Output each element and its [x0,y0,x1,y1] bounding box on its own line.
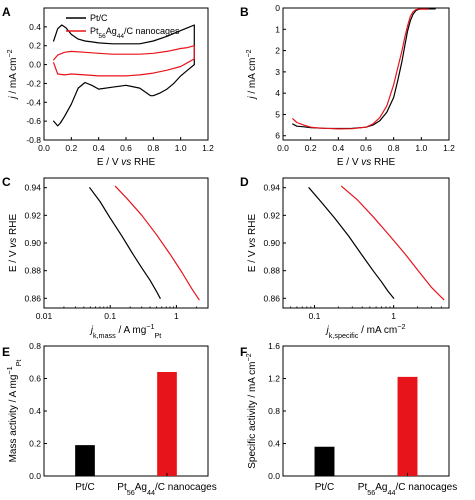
series-line-pt-c [89,187,161,299]
y-tick-label: 0.6 [29,374,41,384]
series-line-pt56ag44-c-nanocages [53,45,195,77]
x-tick-label: 0.8 [147,143,159,153]
y-axis-label: E / V vs RHE [247,214,258,273]
x-tick-label: 0.4 [332,143,344,153]
category-label: Pt56Ag44/C nanocages [117,482,216,497]
y-axis-label: Mass activity / A mg−1Pt [5,360,23,463]
x-tick-label: 1.0 [415,143,427,153]
y-tick-label: 5 [275,109,280,119]
x-tick-label: 0.4 [93,143,105,153]
y-tick-label: 0.4 [29,406,41,416]
category-label: Pt56Ag44/C nanocages [358,482,457,497]
y-tick-label: 0.2 [29,41,41,51]
y-tick-label: 0.88 [24,266,41,276]
series-line-pt-c [308,187,395,299]
legend-entry: Pt56Ag44/C nanocages [90,26,180,40]
y-tick-label: -0.4 [26,97,41,107]
x-tick-label: 0.6 [360,143,372,153]
x-tick-label: 0.2 [305,143,317,153]
panel-label: D [240,175,249,189]
panel-c: C 0.86 0.88 0.90 0.92 0.94 0.01 0.1 1 [2,175,209,321]
x-tick-label: 0.1 [309,311,321,321]
y-tick-label: 0.90 [263,238,280,248]
y-tick-label: -0.6 [26,116,41,126]
x-tick-label: 1.0 [175,143,187,153]
y-axis-label: j / mA cm−2 [5,49,20,100]
x-tick-label: 1 [391,311,396,321]
panel-label: C [2,175,11,189]
bar-pt-c [314,446,335,476]
legend-entry: Pt/C [90,13,108,23]
y-tick-label: 0.0 [29,471,41,481]
x-tick-label: 0.0 [277,143,289,153]
panel-b: B 0 1 2 3 4 5 6 0.0 0.2 0.4 0.6 0.8 1.0 1.2 [240,3,455,153]
y-tick-label: 0.4 [268,439,280,449]
plot-frame [282,7,450,141]
y-tick-label: 0.86 [263,293,280,303]
legend [66,17,86,32]
y-axis-label: E / V vs RHE [8,214,19,273]
panel-a: A -0.8 -0.6 -0.4 -0.2 0.0 0.2 0.4 0.0 0.2 0.4 0.6 0.… [2,5,214,153]
y-tick-label: 0.0 [268,471,280,481]
y-tick-label: 0.92 [263,210,280,220]
x-axis-label: E / V vs RHE [97,157,156,168]
x-tick-label: 0.01 [36,311,53,321]
panel-label: E [2,345,10,359]
series-line-pt-c [292,8,436,130]
y-tick-label: 0.4 [29,22,41,32]
x-tick-label: 0.8 [388,143,400,153]
panel-label: F [240,345,247,359]
y-tick-label: 0.92 [24,210,41,220]
bar-pt-c [75,445,95,476]
x-tick-label: 1 [174,311,179,321]
y-tick-label: 6 [275,131,280,141]
x-tick-label: 1.2 [202,143,214,153]
y-tick-label: 0.86 [24,293,41,303]
plot-frame [282,177,450,309]
y-tick-label: -0.8 [26,135,41,145]
x-tick-label: 0.2 [65,143,77,153]
y-tick-label: 1 [275,24,280,34]
bar-pt56ag44-c-nanocages [397,376,418,476]
y-tick-label: 0.94 [24,183,41,193]
x-tick-label: 0.6 [120,143,132,153]
series-line-pt56ag44-c-nanocages [292,8,429,130]
y-tick-label: 1.2 [268,374,280,384]
y-axis-label: Specific activity / mA cm−2 [244,353,259,468]
y-tick-label: 2 [275,46,280,56]
y-tick-label: 3 [275,67,280,77]
series-line-pt56ag44-c-nanocages [114,185,200,301]
y-tick-label: 0.90 [24,238,41,248]
panel-f: F 0.0 0.4 0.8 1.2 1.6 [240,341,450,481]
panel-d: D 0.86 0.88 0.90 0.92 0.94 0.1 1 [240,175,450,321]
panel-label: B [240,5,249,19]
y-tick-label: 0.0 [29,60,41,70]
y-tick-label: 4 [275,88,280,98]
series-line-pt56ag44-c-nanocages [341,185,445,301]
y-tick-label: 0.94 [263,183,280,193]
y-tick-label: 0.2 [29,439,41,449]
y-axis-label: j / mA cm−2 [244,49,259,100]
y-tick-label: -0.2 [26,78,41,88]
category-label: Pt/C [75,482,94,493]
y-tick-label: 0.8 [29,341,41,351]
x-tick-label: 0.1 [104,311,116,321]
x-axis-label: jk,specific / mA cm−2 [325,322,406,340]
panel-label: A [2,5,11,19]
y-tick-label: 0 [275,3,280,13]
y-tick-label: 1.6 [268,341,280,351]
y-tick-label: 0.8 [268,406,280,416]
x-tick-label: 1.2 [443,143,455,153]
series-line-pt-c [53,24,195,127]
category-label: Pt/C [315,482,334,493]
x-axis-label: E / V vs RHE [337,157,396,168]
panel-e: E 0.0 0.2 0.4 0.6 0.8 [2,341,209,481]
plot-frame [43,345,209,477]
x-tick-label: 0.0 [38,143,50,153]
x-axis-label: jk,mass / A mg−1Pt [89,322,162,340]
bar-pt56ag44-c-nanocages [157,372,177,476]
plot-frame [282,345,450,477]
y-tick-label: 0.88 [263,266,280,276]
